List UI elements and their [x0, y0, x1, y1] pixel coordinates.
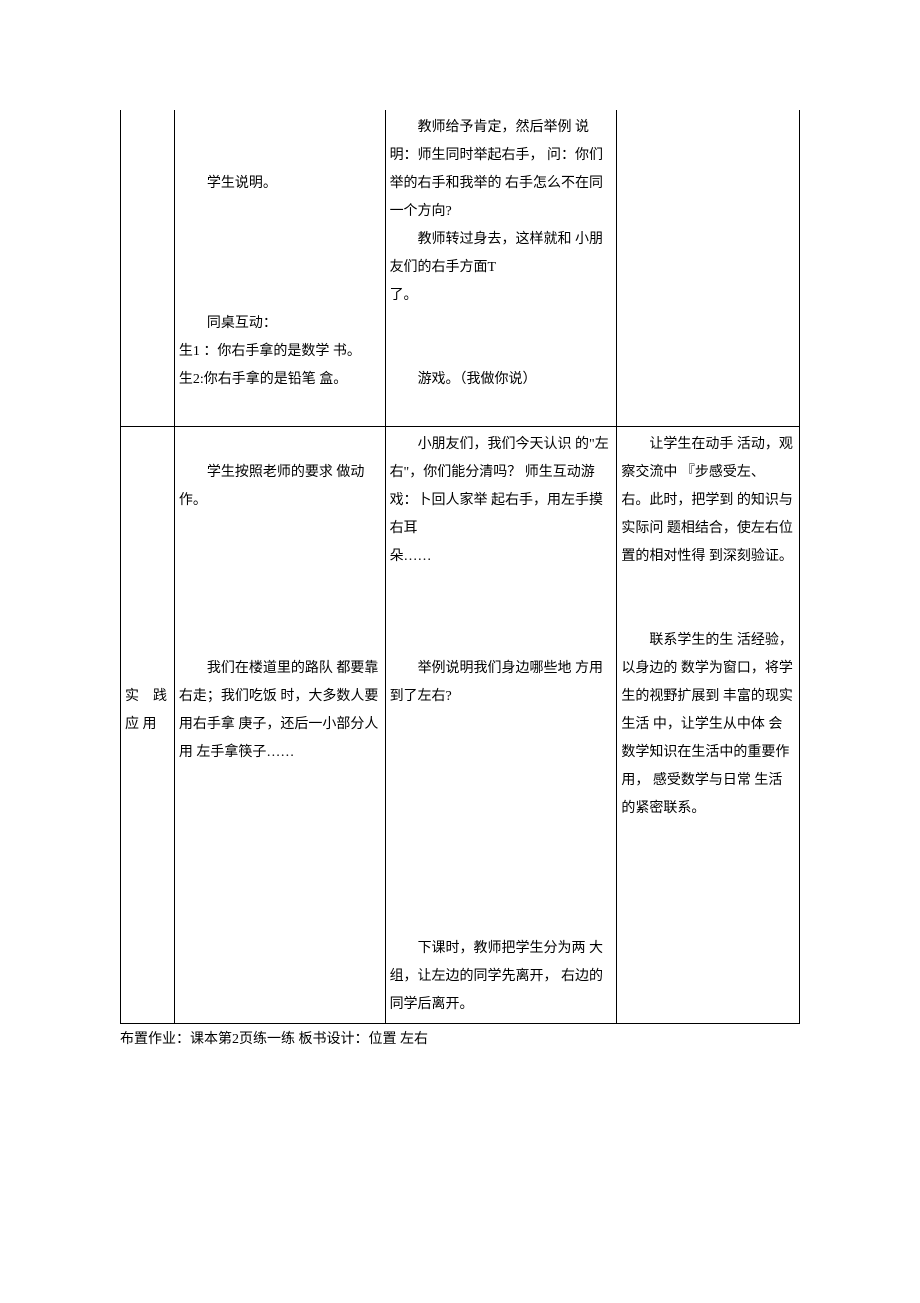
- cell-section-label: 实 践 应 用: [121, 427, 175, 1024]
- text: 生2:你右手拿的是铅笔 盒。: [179, 372, 347, 387]
- table-row: 学生说明。 同桌互动： 生1 ：你右手拿的是数学 书。 生2:你右手拿的是铅笔 …: [121, 110, 800, 427]
- text: 小朋友们，我们今天认识 的"左右"，你们能分清吗？ 师生互动游戏：卜回人家举 起…: [390, 431, 613, 543]
- text: 同桌互动：: [179, 310, 381, 338]
- cell-notes-1: [617, 110, 800, 427]
- text: 教师给予肯定，然后举例 说明：师生同时举起右手， 问：你们举的右手和我举的 右手…: [390, 114, 613, 226]
- footer-text: 布置作业：课本第2页练一练 板书设计：位置 左右: [120, 1026, 800, 1054]
- text: 让学生在动手 活动，观察交流中 『步感受左、 右。此时，把学到 的知识与实际问 …: [621, 431, 795, 571]
- text: 学生说明。: [179, 170, 381, 198]
- cell-teacher-activity-2: 小朋友们，我们今天认识 的"左右"，你们能分清吗？ 师生互动游戏：卜回人家举 起…: [385, 427, 617, 1024]
- cell-student-activity-2: 学生按照老师的要求 做动作。 我们在楼道里的路队 都要靠右走；我们吃饭 时，大多…: [174, 427, 385, 1024]
- text: 学生按照老师的要求 做动作。: [179, 459, 381, 515]
- text: 生1 ：你右手拿的是数学 书。: [179, 344, 361, 359]
- text: 游戏。（我做你说）: [390, 366, 613, 394]
- label-apply: 应 用: [125, 717, 157, 732]
- label-practice: 实 践: [125, 689, 167, 704]
- text: 举例说明我们身边哪些地 方用到了左右?: [390, 655, 613, 711]
- text: 联系学生的生 活经验，以身边的 数学为窗口，将学 生的视野扩展到 丰富的现实生活…: [621, 627, 795, 823]
- text: 下课时，教师把学生分为两 大组，让左边的同学先离开， 右边的同学后离开。: [390, 935, 613, 1019]
- text: 了。: [390, 288, 418, 303]
- cell-student-activity-1: 学生说明。 同桌互动： 生1 ：你右手拿的是数学 书。 生2:你右手拿的是铅笔 …: [174, 110, 385, 427]
- text: 我们在楼道里的路队 都要靠右走；我们吃饭 时，大多数人要用右手拿 庚子，还后一小…: [179, 655, 381, 767]
- lesson-table: 学生说明。 同桌互动： 生1 ：你右手拿的是数学 书。 生2:你右手拿的是铅笔 …: [120, 110, 800, 1024]
- text: 教师转过身去，这样就和 小朋友们的右手方面T: [390, 226, 613, 282]
- cell-section-label-empty: [121, 110, 175, 427]
- cell-notes-2: 让学生在动手 活动，观察交流中 『步感受左、 右。此时，把学到 的知识与实际问 …: [617, 427, 800, 1024]
- text: 朵……: [390, 549, 432, 564]
- cell-teacher-activity-1: 教师给予肯定，然后举例 说明：师生同时举起右手， 问：你们举的右手和我举的 右手…: [385, 110, 617, 427]
- table-row: 实 践 应 用 学生按照老师的要求 做动作。 我们在楼道里的路队 都要靠右走；我…: [121, 427, 800, 1024]
